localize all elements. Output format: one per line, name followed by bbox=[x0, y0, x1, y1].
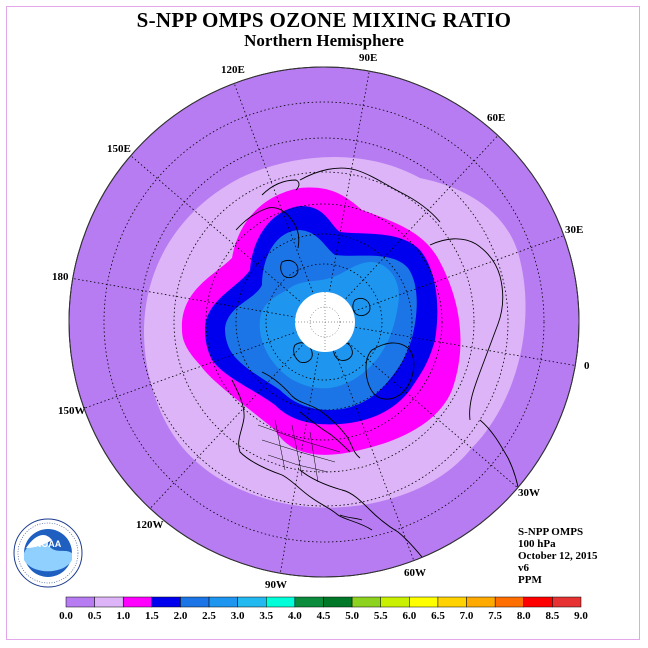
colorbar-swatch bbox=[380, 596, 410, 608]
colorbar-swatch bbox=[65, 596, 95, 608]
colorbar-swatch bbox=[94, 596, 124, 608]
noaa-logo: NOAA bbox=[13, 518, 83, 588]
lon-label-120e: 120E bbox=[221, 64, 245, 76]
info-instrument: S-NPP OMPS bbox=[518, 526, 584, 538]
lon-label-30w: 30W bbox=[518, 487, 540, 499]
colorbar-swatch bbox=[552, 596, 582, 608]
colorbar-tick-label: 1.0 bbox=[116, 610, 130, 622]
lon-label-90w: 90W bbox=[265, 579, 287, 591]
info-units: PPM bbox=[518, 574, 542, 586]
colorbar-tick-label: 0.5 bbox=[88, 610, 102, 622]
lon-label-30e: 30E bbox=[565, 224, 583, 236]
colorbar-tick-label: 1.5 bbox=[145, 610, 159, 622]
colorbar-swatch bbox=[180, 596, 210, 608]
map-title: S-NPP OMPS OZONE MIXING RATIO bbox=[136, 8, 512, 32]
info-block: S-NPP OMPS 100 hPa October 12, 2015 v6 P… bbox=[518, 526, 598, 586]
colorbar-tick-label: 8.0 bbox=[517, 610, 531, 622]
colorbar-swatch bbox=[351, 596, 381, 608]
colorbar-swatch bbox=[294, 596, 324, 608]
colorbar-tick-label: 3.0 bbox=[231, 610, 245, 622]
colorbar-tick-label: 6.0 bbox=[402, 610, 416, 622]
colorbar-tick-label: 5.5 bbox=[374, 610, 388, 622]
colorbar-tick-label: 2.0 bbox=[174, 610, 188, 622]
colorbar-tick-label: 7.0 bbox=[460, 610, 474, 622]
info-level: 100 hPa bbox=[518, 538, 556, 550]
lon-label-150w: 150W bbox=[58, 405, 86, 417]
colorbar: 0.0 0.5 1.0 1.5 2.0 2.5 3.0 3.5 4.0 4.5 5.0 5.5 6.0 6… bbox=[59, 596, 588, 622]
lon-label-150e: 150E bbox=[107, 143, 131, 155]
colorbar-swatch bbox=[266, 596, 296, 608]
lon-label-120w: 120W bbox=[136, 519, 164, 531]
lon-label-180: 180 bbox=[52, 271, 69, 283]
colorbar-tick-label: 7.5 bbox=[488, 610, 502, 622]
info-version: v6 bbox=[518, 562, 529, 574]
colorbar-swatch bbox=[437, 596, 467, 608]
colorbar-swatch bbox=[237, 596, 267, 608]
lon-label-90e: 90E bbox=[359, 52, 377, 64]
colorbar-tick-label: 6.5 bbox=[431, 610, 445, 622]
colorbar-tick-label: 2.5 bbox=[202, 610, 216, 622]
colorbar-swatch bbox=[151, 596, 181, 608]
polar-gap-grid bbox=[295, 292, 355, 352]
colorbar-tick-label: 8.5 bbox=[546, 610, 560, 622]
us-boundaries bbox=[257, 419, 341, 483]
colorbar-swatch bbox=[494, 596, 525, 608]
disc-outline bbox=[68, 66, 580, 578]
colorbar-tick-label: 0.0 bbox=[59, 610, 73, 622]
lon-label-0: 0 bbox=[584, 360, 590, 372]
colorbar-swatch bbox=[122, 596, 153, 608]
coastlines bbox=[231, 167, 521, 563]
info-date: October 12, 2015 bbox=[518, 550, 598, 562]
colorbar-tick-label: 5.0 bbox=[345, 610, 359, 622]
map-subtitle: Northern Hemisphere bbox=[244, 31, 404, 50]
colorbar-tick-label: 9.0 bbox=[574, 610, 588, 622]
colorbar-swatch bbox=[523, 596, 553, 608]
colorbar-swatch bbox=[323, 596, 353, 608]
colorbar-tick-label: 4.0 bbox=[288, 610, 302, 622]
noaa-logo-text: NOAA bbox=[35, 539, 62, 549]
colorbar-swatch bbox=[466, 596, 496, 608]
colorbar-swatch bbox=[208, 596, 238, 608]
colorbar-swatch bbox=[409, 596, 439, 608]
colorbar-tick-label: 3.5 bbox=[259, 610, 273, 622]
lon-label-60e: 60E bbox=[487, 112, 505, 124]
lon-label-60w: 60W bbox=[404, 567, 426, 579]
colorbar-tick-label: 4.5 bbox=[317, 610, 331, 622]
figure-frame bbox=[6, 6, 640, 640]
meridians bbox=[69, 67, 579, 576]
